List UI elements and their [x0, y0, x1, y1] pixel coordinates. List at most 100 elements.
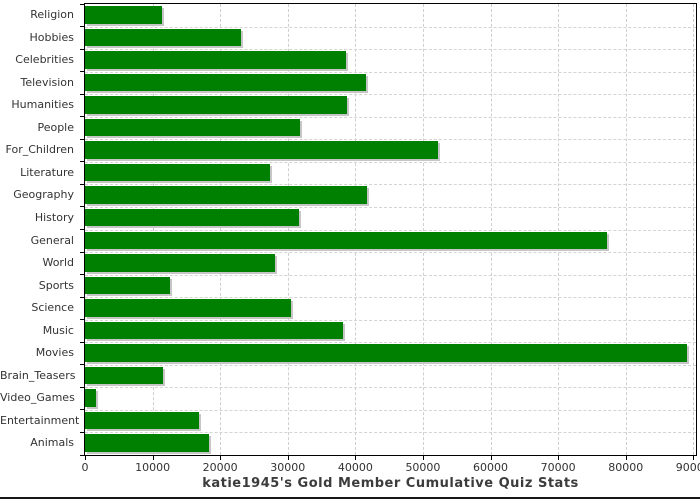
horizontal-gridline	[85, 161, 696, 163]
x-axis-tick	[693, 456, 695, 460]
y-axis-tick	[80, 48, 84, 50]
y-axis-tick	[80, 274, 84, 276]
category-label: History	[34, 210, 74, 224]
bar-video_games	[85, 389, 97, 407]
y-axis-tick	[80, 26, 84, 28]
x-axis-tick	[490, 456, 492, 460]
category-label: Religion	[30, 8, 74, 21]
y-axis-tick	[80, 251, 84, 253]
bar-animals	[85, 434, 209, 452]
horizontal-gridline	[85, 409, 696, 411]
y-axis-tick	[80, 206, 84, 208]
bar-music	[85, 321, 344, 340]
y-axis-tick	[80, 319, 84, 321]
y-axis-tick	[80, 116, 84, 118]
y-axis-tick	[80, 138, 84, 140]
category-label: Brain_Teasers	[0, 368, 76, 382]
y-axis-tick	[80, 296, 84, 298]
bar-hobbies	[85, 28, 242, 47]
x-tick-label: 30000	[270, 461, 306, 474]
bar-world	[85, 254, 275, 272]
x-tick-label: 20000	[202, 461, 238, 474]
x-tick-label: 40000	[337, 461, 373, 474]
category-label: Literature	[20, 165, 74, 179]
horizontal-gridline	[85, 116, 696, 118]
horizontal-gridline	[85, 319, 696, 321]
x-tick-label: 60000	[473, 461, 509, 474]
bar-brain_teasers	[85, 366, 163, 385]
x-tick-label: 80000	[608, 461, 644, 474]
y-axis-tick	[80, 364, 84, 366]
x-tick-label: 10000	[135, 461, 171, 474]
bar-history	[85, 208, 299, 227]
horizontal-gridline	[85, 252, 696, 254]
bar-for_children	[85, 141, 439, 159]
x-axis-tick	[355, 456, 357, 460]
category-label: General	[30, 233, 74, 247]
x-tick-label: 70000	[540, 461, 576, 474]
category-label: Music	[42, 323, 74, 337]
x-axis-tick	[220, 456, 222, 460]
x-tick-label: 90000	[675, 461, 700, 474]
y-axis-tick	[80, 93, 84, 95]
bar-literature	[85, 163, 271, 182]
bar-people	[85, 118, 300, 137]
bar-sports	[85, 276, 171, 295]
horizontal-gridline	[85, 184, 696, 186]
x-axis-tick	[625, 456, 627, 460]
y-axis-tick	[80, 229, 84, 230]
horizontal-gridline	[85, 387, 696, 389]
bottom-divider	[0, 497, 700, 499]
category-label: Movies	[35, 346, 74, 360]
bar-celebrities	[85, 51, 346, 69]
horizontal-gridline	[85, 49, 696, 51]
y-axis-tick	[80, 431, 84, 433]
horizontal-gridline	[85, 26, 696, 28]
y-axis-tick	[80, 386, 84, 388]
x-axis-tick	[152, 456, 154, 460]
category-label: Entertainment	[0, 413, 80, 427]
horizontal-gridline	[85, 364, 696, 366]
x-axis-tick	[422, 456, 424, 460]
horizontal-gridline	[85, 229, 696, 231]
y-axis-tick	[80, 3, 84, 5]
category-label: Television	[20, 75, 75, 89]
x-axis-tick	[558, 456, 560, 460]
x-tick-label: 50000	[405, 461, 441, 474]
plot-area	[84, 3, 697, 456]
bar-general	[85, 231, 608, 249]
category-label: Science	[31, 301, 74, 315]
horizontal-gridline	[85, 71, 696, 73]
horizontal-gridline	[85, 274, 696, 276]
category-label: Sports	[38, 278, 74, 292]
category-label: For_Children	[5, 143, 74, 157]
bar-movies	[85, 344, 688, 362]
category-label: Geography	[13, 188, 74, 202]
category-label: World	[42, 256, 74, 270]
bar-entertainment	[85, 411, 199, 430]
bar-television	[85, 73, 367, 92]
x-axis-tick	[85, 456, 86, 460]
x-tick-label: 0	[81, 461, 89, 474]
y-axis-tick	[80, 454, 84, 456]
horizontal-gridline	[85, 342, 696, 344]
category-label: Celebrities	[15, 53, 74, 67]
bar-geography	[85, 186, 367, 204]
category-label: Video_Games	[0, 391, 75, 405]
y-axis-tick	[80, 409, 84, 411]
y-axis-tick	[80, 71, 84, 73]
category-label: Humanities	[11, 98, 74, 112]
y-axis-tick	[80, 161, 84, 163]
horizontal-gridline	[85, 139, 696, 141]
y-axis-tick	[80, 183, 84, 185]
horizontal-gridline	[85, 94, 696, 96]
category-label: People	[37, 120, 74, 134]
y-axis-tick	[80, 341, 84, 343]
bar-religion	[85, 6, 163, 24]
horizontal-gridline	[85, 206, 696, 208]
horizontal-gridline	[85, 432, 696, 434]
category-label: Animals	[30, 436, 74, 450]
chart-title: katie1945's Gold Member Cumulative Quiz …	[202, 476, 579, 491]
x-axis-tick	[287, 456, 289, 460]
